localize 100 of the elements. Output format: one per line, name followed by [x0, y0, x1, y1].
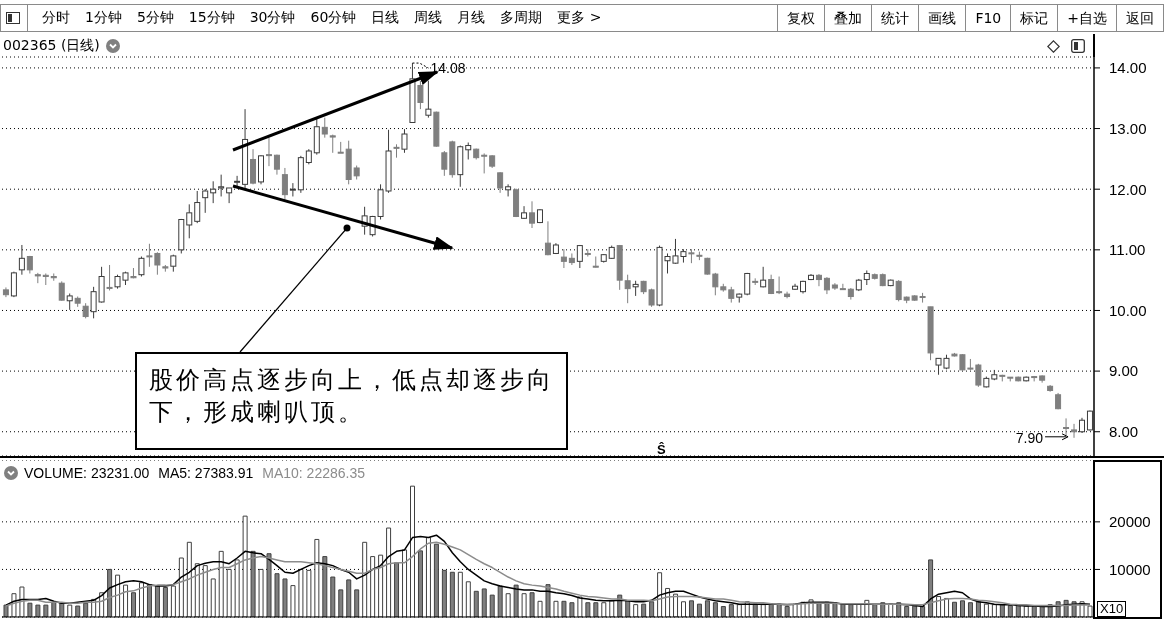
candlestick — [250, 148, 257, 185]
bar — [394, 562, 400, 617]
text: +自选 — [1057, 5, 1116, 31]
text: 多周期 — [500, 9, 543, 27]
bar — [681, 601, 687, 617]
bar — [250, 550, 256, 617]
bar — [67, 604, 73, 617]
text: 60分钟 — [310, 9, 357, 27]
candlestick — [138, 256, 145, 278]
bar — [521, 593, 527, 617]
bar — [131, 592, 137, 617]
y-tick-label: 14.00 — [1109, 59, 1147, 77]
annotation: Ŝ — [657, 442, 666, 457]
bar — [967, 602, 973, 617]
text: 标记 — [1010, 5, 1058, 31]
bar — [3, 604, 9, 617]
bar — [123, 584, 129, 617]
bar — [529, 592, 535, 617]
candlestick — [529, 200, 536, 229]
legend-label: VOLUME: 23231.00 — [24, 465, 150, 481]
bar — [186, 541, 192, 617]
candlestick — [226, 187, 233, 204]
bar — [218, 550, 224, 617]
text: 月线 — [457, 9, 486, 27]
bar — [410, 485, 415, 617]
candlestick — [1086, 410, 1093, 432]
y-tick-label: 9.00 — [1109, 362, 1139, 380]
bar — [258, 568, 264, 617]
text: 周线 — [414, 9, 443, 27]
bar — [210, 578, 216, 617]
bar — [1007, 605, 1013, 617]
y-tick-label: 8.00 — [1109, 423, 1139, 441]
bar — [728, 604, 734, 617]
bar — [202, 565, 208, 617]
bar — [545, 584, 551, 617]
bar — [75, 605, 81, 617]
bar — [386, 527, 392, 617]
bar — [473, 590, 479, 617]
bar — [330, 576, 336, 617]
candlestick — [289, 182, 296, 197]
bar — [465, 581, 471, 617]
bar — [449, 571, 455, 617]
text: X10 — [1097, 601, 1127, 617]
candlestick — [234, 175, 241, 189]
bar — [497, 585, 503, 617]
bar — [688, 600, 694, 617]
text: 返回 — [1116, 5, 1163, 31]
candlestick — [202, 188, 209, 214]
bar — [346, 579, 352, 617]
candlestick — [544, 220, 551, 256]
text: 5分钟 — [136, 9, 174, 27]
bar — [154, 585, 160, 617]
bar — [266, 553, 272, 617]
candlestick — [106, 264, 113, 291]
bar — [370, 556, 376, 617]
bar — [649, 601, 655, 617]
bar — [146, 584, 152, 617]
candlestick — [281, 167, 288, 200]
bar — [354, 589, 360, 617]
bar — [107, 568, 113, 617]
candlestick — [393, 143, 400, 159]
bar — [1087, 605, 1093, 617]
bar — [314, 538, 320, 617]
bar — [234, 559, 240, 617]
bar — [433, 543, 439, 617]
text: MA10: 22286.35 — [262, 465, 366, 481]
bar — [904, 606, 910, 617]
candlestick — [337, 141, 344, 154]
annotation: 7.90 — [1015, 429, 1044, 446]
bar — [601, 602, 607, 617]
text: 更多 > — [557, 9, 602, 27]
bar — [585, 602, 591, 617]
bar — [792, 603, 798, 617]
y-tick-label: 13.00 — [1109, 119, 1147, 137]
candlestick — [497, 171, 504, 194]
bar — [322, 556, 328, 617]
text: 15分钟 — [188, 9, 235, 27]
candlestick — [401, 128, 408, 154]
bar — [194, 563, 200, 617]
bar — [928, 559, 934, 617]
text: F10 — [965, 5, 1011, 31]
candlestick — [18, 244, 25, 276]
bar — [696, 603, 702, 617]
bar — [457, 571, 463, 617]
bar — [784, 606, 790, 617]
candlestick — [321, 117, 328, 139]
bar — [553, 600, 559, 617]
bar — [27, 602, 33, 617]
candlestick — [776, 276, 783, 295]
bar — [35, 604, 41, 617]
bar — [561, 600, 567, 617]
bar — [633, 604, 639, 617]
bar — [178, 557, 184, 617]
bar — [115, 574, 121, 617]
bar — [657, 572, 663, 617]
text: 分时 — [42, 9, 70, 27]
bar — [441, 569, 447, 617]
y-tick-label: 11.00 — [1109, 241, 1146, 259]
candlestick — [425, 80, 432, 119]
text: 统计 — [871, 5, 919, 31]
